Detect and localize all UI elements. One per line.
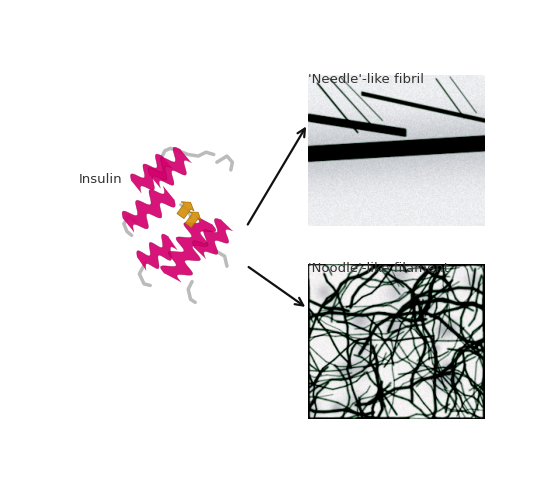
Polygon shape [130, 154, 172, 193]
Polygon shape [160, 215, 216, 282]
Polygon shape [185, 212, 201, 228]
Text: 'Noodle'-like filament: 'Noodle'-like filament [307, 262, 448, 275]
Polygon shape [193, 218, 232, 258]
Polygon shape [177, 202, 194, 218]
Polygon shape [148, 147, 191, 188]
Text: Insulin: Insulin [79, 173, 123, 186]
Polygon shape [137, 234, 177, 270]
Polygon shape [122, 186, 175, 232]
Text: 'Needle'-like fibril: 'Needle'-like fibril [307, 73, 423, 86]
